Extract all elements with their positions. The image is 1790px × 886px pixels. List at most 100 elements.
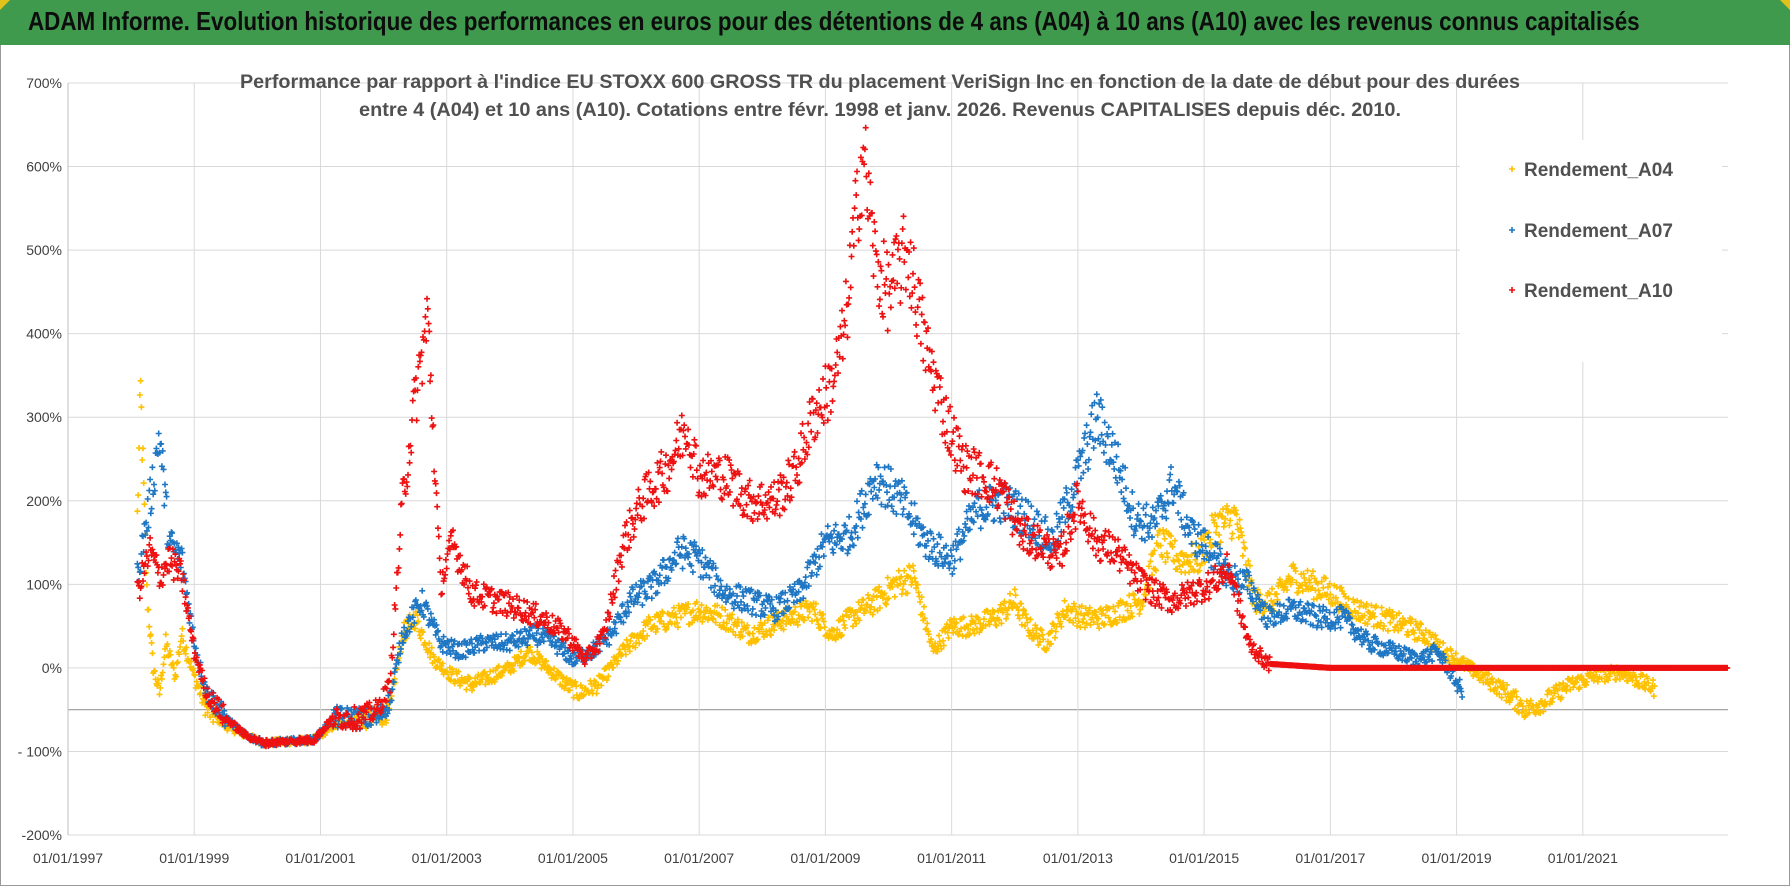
point-A04 xyxy=(614,660,621,667)
point-A10 xyxy=(689,473,696,480)
point-A07 xyxy=(697,550,703,557)
point-A10 xyxy=(704,451,711,458)
point-A10 xyxy=(211,699,218,706)
point-A07 xyxy=(1174,488,1181,495)
point-A04 xyxy=(141,501,148,508)
point-A10 xyxy=(902,286,909,293)
point-A07 xyxy=(1284,615,1290,622)
point-A07 xyxy=(1439,659,1446,666)
point-A07 xyxy=(1295,602,1302,609)
point-A04 xyxy=(1377,619,1384,626)
point-A10 xyxy=(1065,523,1072,530)
point-A04 xyxy=(479,676,486,683)
point-A07 xyxy=(700,574,707,581)
point-A10 xyxy=(655,469,662,476)
point-A07 xyxy=(797,596,804,603)
point-A10 xyxy=(883,275,890,282)
point-A07 xyxy=(1191,526,1198,533)
point-A10 xyxy=(908,304,915,311)
point-A07 xyxy=(379,714,385,721)
point-A10 xyxy=(981,478,987,485)
point-A04 xyxy=(1269,585,1275,592)
point-A10 xyxy=(916,296,923,303)
point-A04 xyxy=(1216,532,1223,538)
point-A07 xyxy=(699,547,706,553)
point-A04 xyxy=(1527,697,1534,704)
point-A04 xyxy=(1212,511,1219,518)
point-A10 xyxy=(524,599,531,605)
point-A10 xyxy=(595,648,602,655)
point-A10 xyxy=(840,331,847,338)
point-A10 xyxy=(424,305,431,312)
point-A10 xyxy=(610,590,617,597)
point-A04 xyxy=(697,609,704,616)
point-A10 xyxy=(1093,552,1099,559)
point-A07 xyxy=(877,473,884,480)
point-A04 xyxy=(1192,556,1199,563)
point-A07 xyxy=(716,587,723,594)
point-A04 xyxy=(970,626,976,633)
point-A07 xyxy=(450,647,456,654)
point-A10 xyxy=(880,313,886,320)
point-A04 xyxy=(593,690,600,697)
point-A10 xyxy=(214,707,221,714)
point-A04 xyxy=(710,615,717,622)
point-A07 xyxy=(1308,608,1315,615)
point-A07 xyxy=(1082,459,1089,466)
point-A10 xyxy=(465,590,472,597)
point-A04 xyxy=(809,618,815,625)
point-A04 xyxy=(904,590,911,597)
point-A10 xyxy=(1114,548,1121,555)
point-A10 xyxy=(350,720,357,727)
point-A04 xyxy=(674,619,681,626)
point-A10 xyxy=(930,359,937,366)
point-A04 xyxy=(975,616,982,623)
point-A07 xyxy=(1163,515,1170,522)
banner-corner-right xyxy=(1780,0,1790,10)
point-A07 xyxy=(418,607,425,614)
point-A07 xyxy=(953,546,960,553)
point-A10 xyxy=(781,506,788,513)
point-A10 xyxy=(831,372,838,379)
point-A04 xyxy=(744,622,751,629)
point-A04 xyxy=(561,685,568,692)
point-A10 xyxy=(952,467,959,474)
point-A07 xyxy=(934,541,941,548)
point-A07 xyxy=(443,650,450,656)
point-A04 xyxy=(1287,581,1294,588)
point-A07 xyxy=(1142,511,1149,518)
point-A10 xyxy=(898,284,905,291)
point-A04 xyxy=(1195,543,1202,550)
point-A10 xyxy=(1202,587,1209,594)
point-A04 xyxy=(1399,622,1406,629)
point-A10 xyxy=(1154,588,1161,594)
point-A10 xyxy=(835,370,841,377)
point-A10 xyxy=(768,483,774,490)
point-A10 xyxy=(700,457,707,464)
point-A07 xyxy=(641,579,647,586)
point-A07 xyxy=(865,511,872,518)
point-A07 xyxy=(1240,583,1247,590)
point-A10 xyxy=(179,588,186,595)
banner-corner-left xyxy=(0,0,10,10)
point-A10 xyxy=(419,380,426,387)
point-A10 xyxy=(1141,572,1148,579)
point-A04 xyxy=(173,673,180,680)
point-A07 xyxy=(839,546,846,552)
point-A10 xyxy=(743,501,750,508)
point-A10 xyxy=(215,696,222,703)
point-A07 xyxy=(1291,598,1298,605)
point-A07 xyxy=(1337,624,1344,631)
point-A04 xyxy=(971,630,978,637)
point-A07 xyxy=(400,639,407,646)
point-A04 xyxy=(1650,693,1657,700)
point-A10 xyxy=(1020,545,1027,552)
point-A10 xyxy=(801,434,808,441)
point-A07 xyxy=(730,590,737,597)
point-A04 xyxy=(1112,608,1118,615)
point-A10 xyxy=(461,581,468,588)
point-A04 xyxy=(151,667,158,674)
point-A04 xyxy=(647,616,654,623)
point-A10 xyxy=(780,474,787,481)
point-A10 xyxy=(824,417,831,424)
